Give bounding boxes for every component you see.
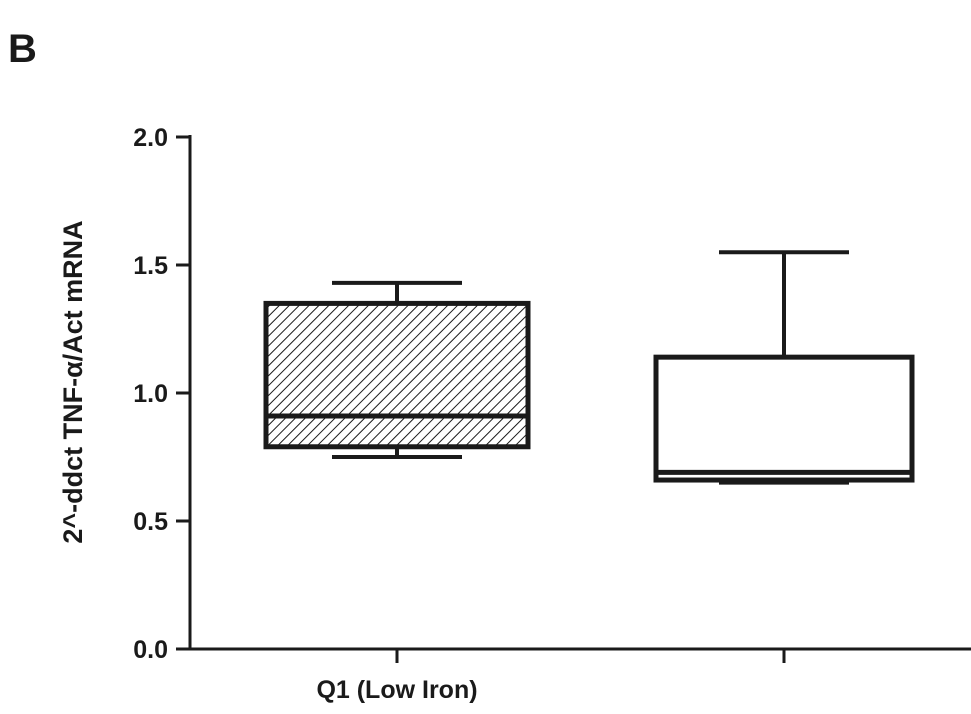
y-tick-label: 1.5 xyxy=(133,252,168,280)
y-tick-label: 0.0 xyxy=(133,636,168,664)
y-tick-label: 0.5 xyxy=(133,508,168,536)
x-tick-label: Q1 (Low Iron) xyxy=(316,676,477,704)
boxes xyxy=(263,250,915,485)
box-1 xyxy=(263,280,531,459)
y-axis: 0.0 0.5 1.0 1.5 2.0 xyxy=(133,124,192,664)
box-2 xyxy=(653,250,915,485)
panel-label: B xyxy=(8,27,37,71)
y-tick-label: 1.0 xyxy=(133,380,168,408)
box-iqr xyxy=(263,300,531,450)
y-axis-title: 2^-ddct TNF-α/Act mRNA xyxy=(58,220,88,543)
y-tick-label: 2.0 xyxy=(133,124,168,152)
box-iqr xyxy=(653,354,915,483)
x-axis: Q1 (Low Iron) xyxy=(189,647,971,704)
